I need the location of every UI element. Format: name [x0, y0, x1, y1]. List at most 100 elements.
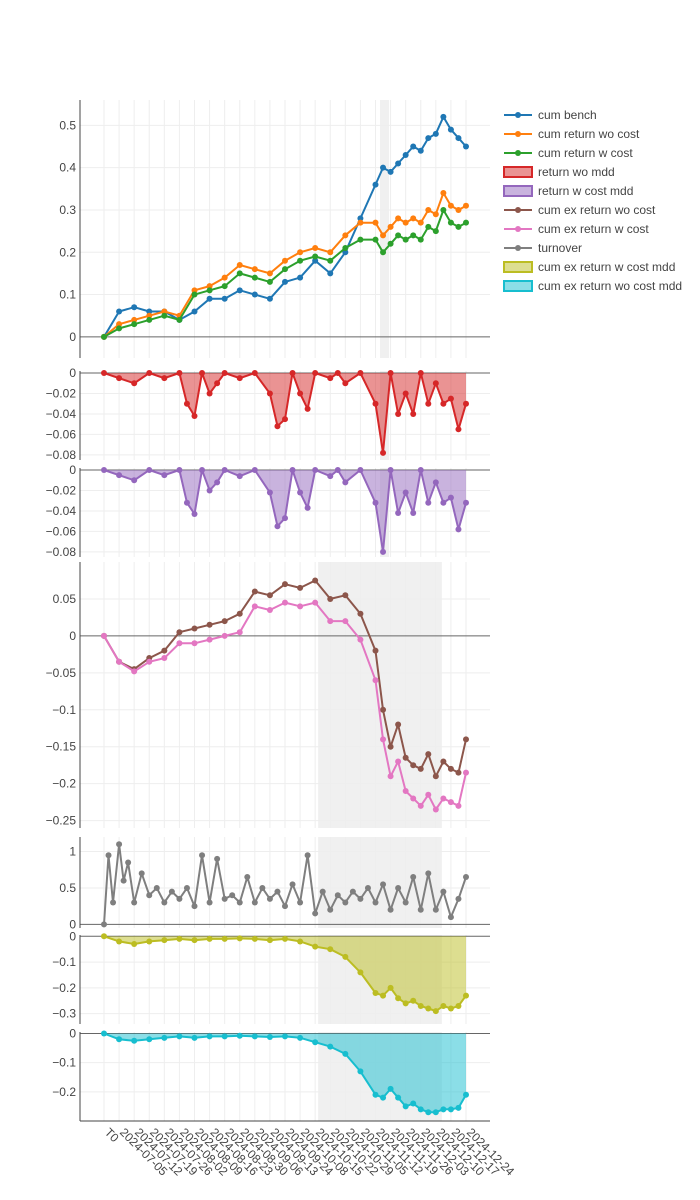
point-p1-2-22 — [402, 236, 409, 243]
point-p2-0-16 — [282, 416, 288, 423]
point-p2-0-6 — [183, 400, 190, 407]
point-p6-0-2 — [131, 941, 138, 948]
ytick-label-p2-2: −0.04 — [46, 407, 77, 421]
point-p6-0-15 — [327, 946, 334, 953]
point-p4-0-4 — [161, 647, 168, 654]
point-p6-0-24 — [417, 1002, 424, 1009]
point-p4-0-22 — [402, 754, 409, 761]
point-p1-0-25 — [425, 135, 432, 142]
point-p5-0-13 — [183, 884, 190, 891]
panel-p7: 0 −0.1 −0.2 — [52, 1026, 490, 1121]
point-p3-0-27 — [387, 467, 394, 474]
legend-label-2: cum return w cost — [538, 146, 633, 160]
point-p4-0-27 — [440, 758, 447, 765]
point-p7-0-4 — [161, 1034, 168, 1041]
panel-p6: 0 −0.1 −0.2 −0.3 — [52, 929, 490, 1024]
point-p1-1-18 — [372, 219, 379, 226]
point-p1-0-26 — [432, 130, 439, 137]
ytick-label-p1-0: 0 — [69, 330, 76, 344]
point-p2-0-3 — [146, 370, 153, 377]
point-p4-1-11 — [266, 607, 273, 614]
point-p2-0-32 — [425, 400, 432, 407]
point-p2-0-10 — [214, 380, 221, 387]
point-p4-1-16 — [342, 618, 349, 625]
point-p6-0-14 — [312, 943, 319, 950]
point-p5-0-30 — [312, 910, 319, 917]
point-p1-2-0 — [101, 333, 107, 340]
point-p5-0-25 — [274, 888, 281, 895]
point-p2-0-22 — [334, 370, 341, 377]
point-p7-0-9 — [236, 1032, 243, 1039]
point-p4-1-15 — [327, 618, 334, 625]
point-p1-2-9 — [236, 270, 243, 277]
ytick-label-p4-2: −0.05 — [46, 666, 77, 680]
point-p5-0-17 — [214, 855, 221, 862]
point-p3-0-11 — [221, 467, 228, 474]
point-p2-0-2 — [131, 380, 138, 387]
ytick-label-p2-3: −0.06 — [46, 427, 77, 441]
ytick-label-p1-5: 0.5 — [59, 118, 76, 132]
point-p5-0-26 — [282, 903, 288, 910]
legend-swatch-4 — [503, 185, 533, 197]
point-p1-2-11 — [266, 278, 273, 285]
point-p1-1-23 — [410, 215, 417, 222]
point-p5-0-12 — [176, 895, 183, 902]
point-p5-0-32 — [327, 906, 334, 913]
point-p1-2-3 — [146, 316, 153, 323]
point-p5-0-39 — [380, 881, 387, 888]
point-p1-0-22 — [402, 151, 409, 158]
point-p1-0-9 — [236, 287, 243, 294]
point-p1-2-1 — [116, 325, 123, 332]
point-p4-1-22 — [402, 788, 409, 795]
point-p4-0-18 — [372, 647, 379, 654]
point-p4-1-6 — [191, 640, 198, 647]
point-p2-0-23 — [342, 380, 349, 387]
point-p4-1-28 — [447, 799, 454, 806]
point-p4-1-29 — [455, 802, 462, 809]
point-p5-0-33 — [334, 892, 341, 899]
point-p6-0-25 — [425, 1005, 432, 1012]
ytick-label-p6-3: −0.3 — [52, 1007, 76, 1021]
legend-label-0: cum bench — [538, 108, 597, 122]
point-p6-0-10 — [251, 935, 258, 942]
point-p1-0-17 — [357, 215, 364, 222]
point-p4-1-1 — [116, 658, 123, 665]
point-p1-0-12 — [282, 278, 288, 285]
point-p6-0-9 — [236, 935, 243, 942]
point-p6-0-19 — [380, 992, 387, 999]
point-p6-0-6 — [191, 937, 198, 944]
shaded-range-0-p1 — [380, 100, 390, 358]
point-p6-0-20 — [387, 984, 394, 991]
point-p4-0-26 — [432, 773, 439, 780]
point-p2-0-7 — [191, 413, 198, 420]
point-p5-0-4 — [120, 877, 127, 884]
ytick-label-p3-1: −0.02 — [46, 484, 77, 498]
point-p5-0-28 — [297, 899, 304, 906]
point-p3-0-26 — [380, 548, 387, 555]
ytick-label-p2-0: 0 — [69, 366, 76, 380]
point-p3-0-14 — [266, 489, 273, 496]
ytick-label-p7-1: −0.1 — [52, 1056, 76, 1070]
point-p1-2-30 — [463, 219, 469, 226]
point-p1-1-10 — [251, 266, 258, 273]
point-p3-0-24 — [357, 467, 364, 474]
ytick-label-p3-3: −0.06 — [46, 524, 77, 538]
point-p1-1-20 — [387, 223, 394, 230]
point-p5-0-1 — [105, 852, 112, 859]
point-p4-0-14 — [312, 577, 319, 584]
point-p7-0-13 — [297, 1034, 304, 1041]
point-p2-0-33 — [432, 380, 439, 387]
point-p4-1-9 — [236, 629, 243, 636]
point-p1-0-2 — [131, 304, 138, 311]
point-p7-0-10 — [251, 1033, 258, 1040]
point-p4-1-13 — [297, 603, 304, 610]
point-p3-0-7 — [191, 511, 198, 518]
ytick-label-p7-0: 0 — [69, 1026, 76, 1040]
point-p1-2-16 — [342, 245, 349, 252]
ytick-label-p2-1: −0.02 — [46, 387, 77, 401]
panel-p3: 0 −0.02 −0.04 −0.06 −0.08 — [46, 463, 490, 559]
point-p4-1-7 — [206, 636, 213, 643]
point-p3-0-32 — [425, 499, 432, 506]
point-p1-2-2 — [131, 321, 138, 328]
point-p4-1-30 — [463, 769, 469, 776]
